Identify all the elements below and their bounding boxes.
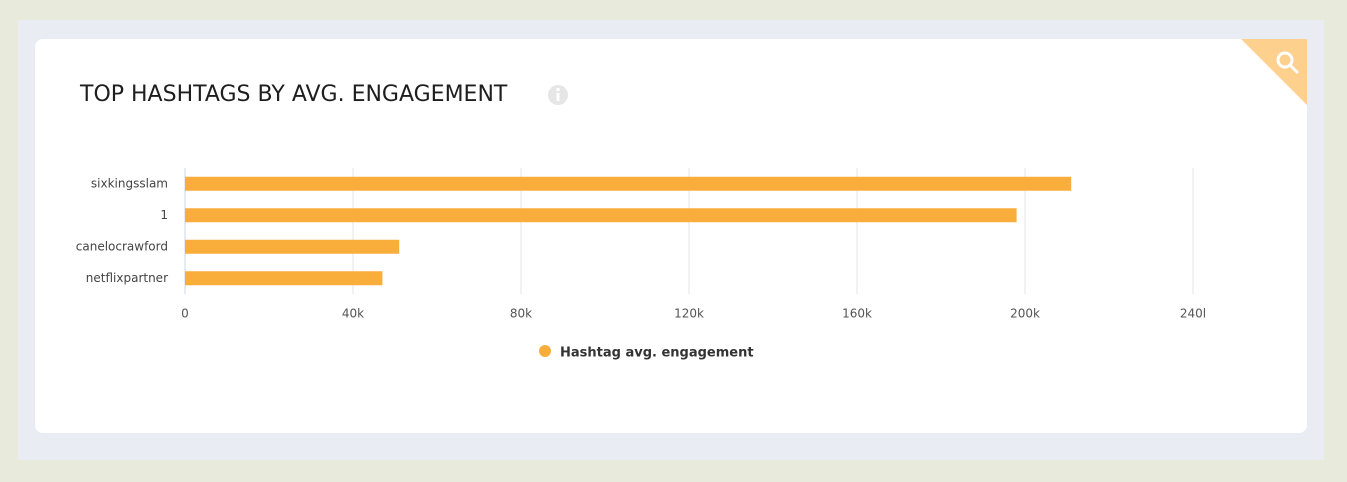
chart-title: TOP HASHTAGS BY AVG. ENGAGEMENT bbox=[79, 82, 508, 107]
x-tick-label: 80k bbox=[510, 307, 532, 321]
card bbox=[35, 39, 1307, 433]
bar bbox=[185, 271, 383, 286]
x-tick-label: 0 bbox=[181, 307, 189, 321]
x-tick-label: 200k bbox=[1010, 307, 1040, 321]
y-tick-label: sixkingsslam bbox=[91, 176, 168, 190]
y-tick-label: canelocrawford bbox=[76, 239, 168, 253]
search-icon[interactable] bbox=[1276, 51, 1299, 74]
bar bbox=[185, 176, 1072, 191]
x-tick-label: 120k bbox=[674, 307, 704, 321]
bar bbox=[185, 208, 1017, 223]
x-tick-label: 160k bbox=[842, 307, 872, 321]
y-tick-label: 1 bbox=[160, 208, 168, 222]
legend-marker bbox=[539, 345, 551, 357]
y-tick-label: netflixpartner bbox=[86, 271, 168, 285]
x-tick-label: 240l bbox=[1180, 307, 1206, 321]
info-icon[interactable] bbox=[548, 85, 568, 105]
x-tick-label: 40k bbox=[342, 307, 364, 321]
legend-label: Hashtag avg. engagement bbox=[560, 346, 754, 361]
bar bbox=[185, 239, 400, 254]
